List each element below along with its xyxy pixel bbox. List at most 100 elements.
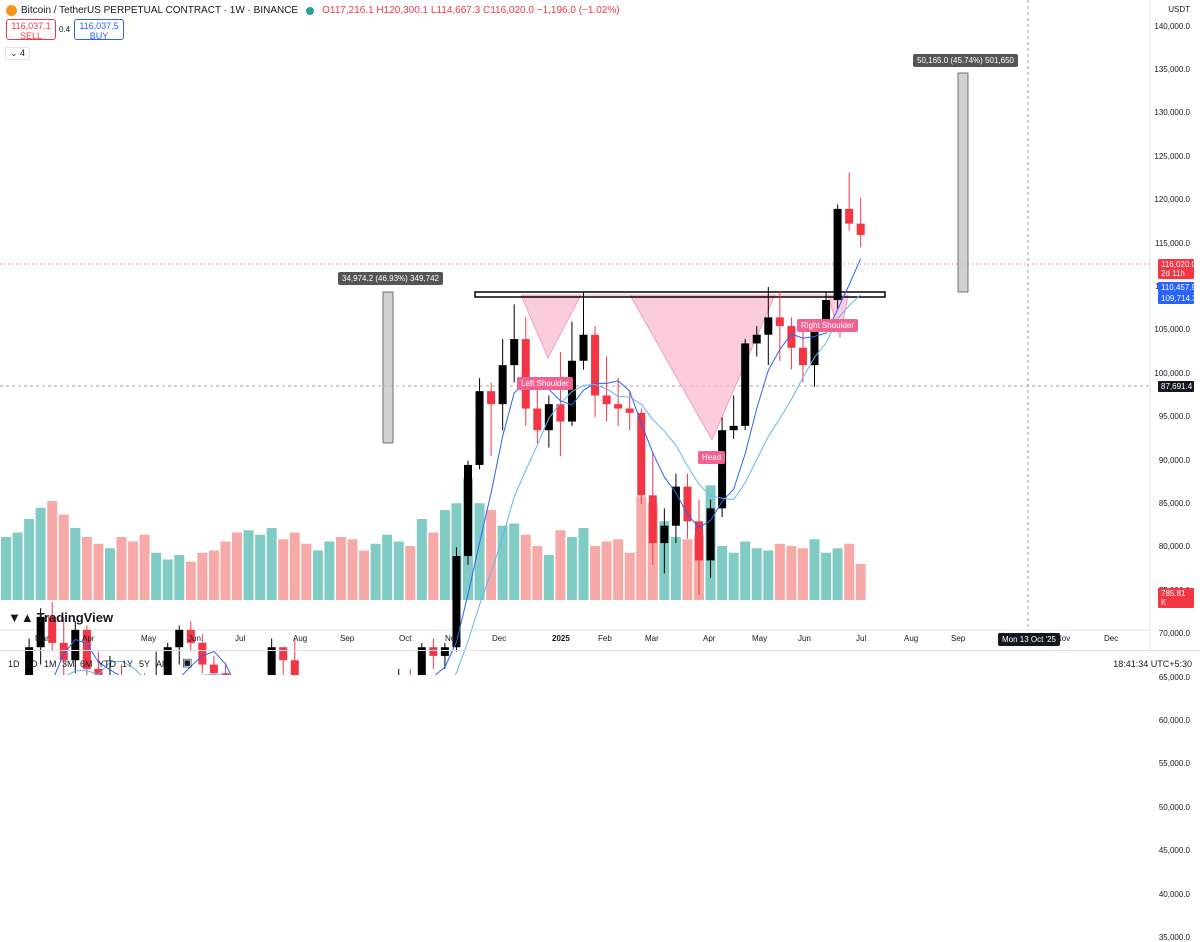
candle-body <box>279 647 288 661</box>
candle-body <box>175 629 184 648</box>
timeframe-5y[interactable]: 5Y <box>139 659 151 669</box>
volume-bar <box>58 514 69 600</box>
volume-bar <box>543 555 554 600</box>
candle <box>82 625 91 675</box>
drawing-overlays <box>382 72 969 444</box>
candle-body <box>440 647 449 656</box>
symbol-title[interactable]: Bitcoin / TetherUS PERPETUAL CONTRACT · … <box>21 5 299 16</box>
price-tick-label: 115,000.0 <box>1155 238 1190 248</box>
volume-bar <box>428 532 439 600</box>
price-tick-label: 70,000.0 <box>1158 629 1190 639</box>
ma-fast-line <box>54 258 862 675</box>
time-tick-label: Apr <box>82 634 95 643</box>
timeframe-6m[interactable]: 6M <box>80 659 93 669</box>
volume-bar <box>670 537 681 600</box>
last-price-tag: 116,020.0 2d 11h <box>1158 259 1196 279</box>
price-tick-label: 40,000.0 <box>1158 889 1190 899</box>
price-tick-label: 95,000.0 <box>1158 412 1190 422</box>
volume-bar <box>717 546 728 600</box>
ma-slow-tag: 109,714.3 <box>1158 293 1197 304</box>
volume-bar <box>208 550 219 600</box>
timeframe-ytd[interactable]: YTD <box>98 659 116 669</box>
candle <box>94 651 103 675</box>
volume-bar <box>301 543 312 600</box>
timeframe-1m[interactable]: 1M <box>44 659 57 669</box>
candle-body <box>221 673 230 675</box>
volume-bar <box>520 534 531 600</box>
candle-body <box>810 326 819 366</box>
volume-bar <box>497 525 508 600</box>
candle <box>556 352 565 457</box>
time-cursor-label: Mon 13 Oct '25 <box>998 633 1060 646</box>
last-price-value: 116,020.0 <box>1161 260 1196 269</box>
candle-body <box>94 668 103 675</box>
volume-bar <box>797 548 808 600</box>
candle-body <box>602 395 611 405</box>
candle <box>856 197 865 248</box>
volume-bar <box>116 537 127 600</box>
volume-bar <box>613 539 624 600</box>
chart-canvas[interactable] <box>0 0 1200 675</box>
volume-bar <box>624 552 635 600</box>
candle-body <box>487 391 496 405</box>
buy-label: BUY <box>89 31 109 41</box>
candle <box>671 473 680 544</box>
candle-body <box>544 404 553 431</box>
candle-body <box>36 616 45 648</box>
indicators-toggle[interactable]: ⌄ 4 <box>5 47 31 60</box>
candle-body <box>775 317 784 327</box>
time-tick-label: Jun <box>188 634 201 643</box>
volume-bar <box>555 530 566 600</box>
timeframe-5d[interactable]: 5D <box>26 659 38 669</box>
candle-body <box>417 647 426 675</box>
volume-bar <box>578 528 589 600</box>
candle <box>198 634 207 674</box>
candle-body <box>706 508 715 561</box>
timeframe-3m[interactable]: 3M <box>62 659 75 669</box>
volume-bar <box>682 539 693 600</box>
volume-bar <box>128 541 139 600</box>
buy-button[interactable]: 116,037.5 BUY <box>74 19 124 41</box>
spread-value: 0.4 <box>59 25 71 34</box>
candle-body <box>718 430 727 509</box>
candle <box>683 473 692 539</box>
timeframe-1d[interactable]: 1D <box>8 659 20 669</box>
volume-bar <box>197 552 208 600</box>
sell-button[interactable]: 116,037.1 SELL <box>6 19 56 41</box>
measure-bar-2 <box>957 72 969 293</box>
volume-bar <box>636 496 647 600</box>
candle <box>175 625 184 665</box>
candle <box>752 326 761 357</box>
candle <box>440 642 449 669</box>
candle <box>267 638 276 675</box>
candle-body <box>822 300 831 327</box>
right-shoulder-label: Right Shoulder <box>797 319 858 332</box>
candle <box>71 621 80 674</box>
tradingview-logo-icon: ▼▲ <box>8 610 34 625</box>
candle <box>787 317 796 370</box>
candle-body <box>25 647 34 675</box>
candle <box>729 395 738 439</box>
time-tick-label: Jul <box>856 634 867 643</box>
price-tick-label: 100,000.0 <box>1154 368 1190 378</box>
ohlc-readout: O117,216.1 H120,300.1 L114,667.3 C116,02… <box>322 5 620 16</box>
bitcoin-logo-icon <box>6 5 17 16</box>
candle-body <box>429 647 438 656</box>
volume-bar <box>324 541 335 600</box>
time-tick-label: Mar <box>35 634 49 643</box>
timeframe-1y[interactable]: 1Y <box>122 659 134 669</box>
volume-bar <box>35 507 46 600</box>
volume-bar <box>70 528 81 600</box>
volume-bar <box>139 534 150 600</box>
candle-body <box>290 660 299 675</box>
candle <box>209 655 218 675</box>
candle <box>810 321 819 387</box>
clock[interactable]: 18:41:34 UTC+5:30 <box>1113 659 1192 669</box>
currency-label: USDT <box>1168 5 1190 14</box>
timeframe-all[interactable]: All <box>156 659 167 669</box>
tradingview-logo[interactable]: ▼▲ TradingView <box>8 610 113 625</box>
candle-body <box>464 464 472 557</box>
time-tick-label: Feb <box>598 634 612 643</box>
volume-bar <box>266 528 277 600</box>
date-range-icon[interactable]: ▣ <box>182 657 193 669</box>
